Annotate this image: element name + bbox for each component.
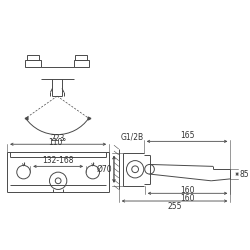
Bar (76, 55, 87, 60)
Text: Ø70: Ø70 (96, 165, 112, 174)
Text: 160: 160 (180, 194, 195, 203)
Text: 255: 255 (167, 202, 182, 211)
Text: 165: 165 (180, 131, 194, 140)
Text: 110°: 110° (48, 138, 66, 146)
Bar (27, 55, 39, 60)
Text: G1/2B: G1/2B (121, 132, 144, 141)
Bar (26, 60, 41, 67)
Text: 85: 85 (239, 170, 249, 178)
Text: 223: 223 (51, 134, 65, 143)
Text: 132-168: 132-168 (42, 156, 74, 165)
Bar (74, 60, 89, 67)
Text: 160: 160 (180, 186, 195, 195)
